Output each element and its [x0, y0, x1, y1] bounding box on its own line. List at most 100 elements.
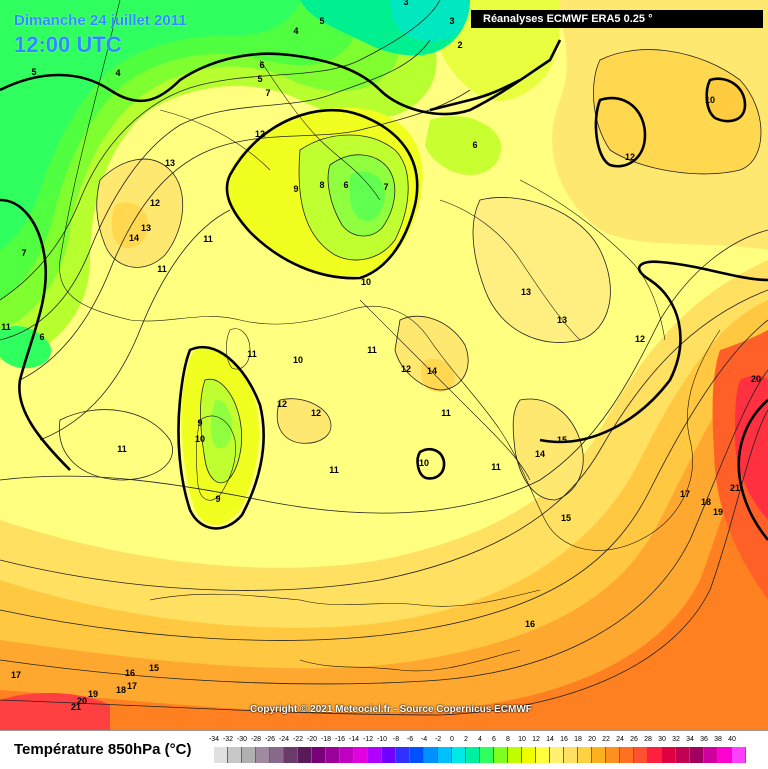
contour-label: 15 — [561, 513, 571, 523]
scale-tick-label: -14 — [348, 736, 360, 743]
scale-tick-label: 8 — [506, 736, 510, 743]
scale-tick-label: 4 — [478, 736, 482, 743]
scale-swatch — [690, 747, 704, 763]
contour-label: 9 — [215, 494, 220, 504]
scale-swatch — [480, 747, 494, 763]
scale-tick-label: -18 — [320, 736, 332, 743]
scale-swatch — [662, 747, 676, 763]
contour-label: 12 — [401, 364, 411, 374]
scale-tick-label: 10 — [518, 736, 526, 743]
contour-label: 12 — [311, 408, 321, 418]
contour-label: 18 — [701, 497, 711, 507]
contour-label: 10 — [705, 95, 715, 105]
scale-swatch — [592, 747, 606, 763]
scale-tick-label: -32 — [222, 736, 234, 743]
scale-swatch — [648, 747, 662, 763]
contour-label: 19 — [88, 689, 98, 699]
contour-label: 5 — [31, 67, 36, 77]
scale-swatch — [410, 747, 424, 763]
scale-tick-label: 34 — [686, 736, 694, 743]
scale-tick-label: -4 — [420, 736, 428, 743]
scale-tick-label: -30 — [236, 736, 248, 743]
contour-label: 9 — [293, 184, 298, 194]
scale-swatch — [522, 747, 536, 763]
scale-tick-label: 6 — [492, 736, 496, 743]
scale-swatch — [536, 747, 550, 763]
scale-swatch — [438, 747, 452, 763]
contour-label: 7 — [265, 88, 270, 98]
scale-swatch — [578, 747, 592, 763]
contour-label: 11 — [1, 322, 11, 332]
contour-label: 16 — [525, 619, 535, 629]
contour-label: 17 — [127, 681, 137, 691]
source-banner: Réanalyses ECMWF ERA5 0.25 ° — [471, 10, 763, 28]
scale-swatch — [676, 747, 690, 763]
contour-label: 14 — [129, 233, 139, 243]
contour-label: 12 — [255, 129, 265, 139]
scale-swatch — [466, 747, 480, 763]
scale-swatch — [732, 747, 746, 763]
date-label: Dimanche 24 juillet 2011 — [14, 12, 187, 29]
scale-tick-label: 38 — [714, 736, 722, 743]
scale-tick-label: 14 — [546, 736, 554, 743]
scale-tick-label: 28 — [644, 736, 652, 743]
scale-swatch — [284, 747, 298, 763]
contour-label: 3 — [403, 0, 408, 7]
contour-label: 12 — [277, 399, 287, 409]
scale-tick-label: -28 — [250, 736, 262, 743]
contour-label: 3 — [449, 16, 454, 26]
scale-tick-label: 36 — [700, 736, 708, 743]
contour-label: 21 — [730, 483, 740, 493]
contour-label: 10 — [361, 277, 371, 287]
scale-tick-label: 12 — [532, 736, 540, 743]
scale-tick-label: 26 — [630, 736, 638, 743]
scale-tick-label: -22 — [292, 736, 304, 743]
scale-swatch — [270, 747, 284, 763]
contour-label: 13 — [141, 223, 151, 233]
contour-label: 13 — [165, 158, 175, 168]
contour-label: 11 — [491, 462, 501, 472]
contour-label: 21 — [71, 702, 81, 712]
scale-swatch — [312, 747, 326, 763]
contour-label: 7 — [383, 182, 388, 192]
contour-label: 9 — [197, 418, 202, 428]
contour-label: 10 — [419, 458, 429, 468]
scale-swatches — [214, 747, 746, 763]
scale-swatch — [214, 747, 228, 763]
scale-swatch — [564, 747, 578, 763]
scale-swatch — [508, 747, 522, 763]
scale-tick-label: 40 — [728, 736, 736, 743]
scale-swatch — [494, 747, 508, 763]
scale-swatch — [704, 747, 718, 763]
contour-label: 6 — [259, 60, 264, 70]
scale-swatch — [298, 747, 312, 763]
contour-label: 4 — [115, 68, 120, 78]
contour-label: 11 — [247, 349, 257, 359]
scale-tick-label: -2 — [434, 736, 442, 743]
contour-label: 11 — [367, 345, 377, 355]
contour-label: 14 — [535, 449, 545, 459]
scale-swatch — [452, 747, 466, 763]
scale-tick-label: -6 — [406, 736, 414, 743]
scale-swatch — [424, 747, 438, 763]
scale-tick-label: -34 — [208, 736, 220, 743]
contour-label: 6 — [472, 140, 477, 150]
scale-swatch — [634, 747, 648, 763]
contour-label: 20 — [751, 374, 761, 384]
contour-label: 17 — [11, 670, 21, 680]
scale-tick-label: 2 — [464, 736, 468, 743]
scale-tick-label: 0 — [450, 736, 454, 743]
contour-label: 15 — [149, 663, 159, 673]
contour-label: 19 — [713, 507, 723, 517]
scale-swatch — [382, 747, 396, 763]
contour-label: 11 — [157, 264, 167, 274]
copyright-text: Copyright © 2021 Meteociel.fr - Source C… — [250, 704, 532, 715]
scale-swatch — [326, 747, 340, 763]
scale-tick-label: 22 — [602, 736, 610, 743]
contour-label: 13 — [557, 315, 567, 325]
scale-tick-label: -10 — [376, 736, 388, 743]
scale-swatch — [718, 747, 732, 763]
scale-swatch — [368, 747, 382, 763]
scale-tick-label: -26 — [264, 736, 276, 743]
contour-label: 11 — [117, 444, 127, 454]
